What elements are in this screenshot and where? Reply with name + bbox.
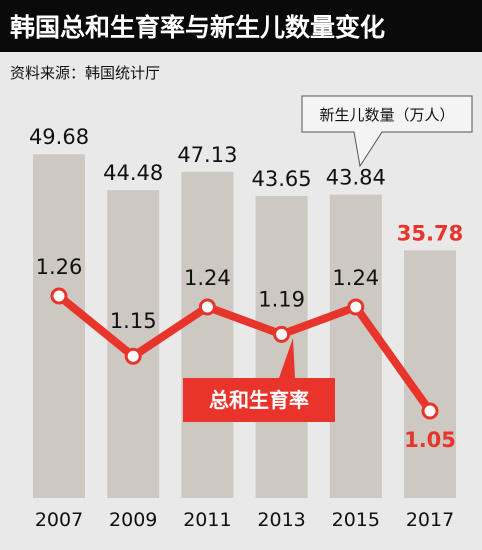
bar-value-label: 44.48 [103,161,163,185]
chart-title: 韩国总和生育率与新生儿数量变化 [0,0,482,52]
line-point [50,287,68,305]
bar-2015 [329,194,382,498]
line-point [421,402,439,420]
x-axis: 2007 2009 2011 2013 2015 2017 [35,509,454,531]
x-tick-label: 2011 [183,509,231,531]
line-value-label: 1.24 [184,266,231,290]
bar-labels-layer: 49.68 44.48 47.13 43.65 43.84 35.78 [29,125,463,245]
bar-legend-callout: 新生儿数量（万人） [301,95,473,168]
line-point [124,347,142,365]
source-note: 资料来源：韩国统计厅 [10,64,161,82]
line-legend-box [183,338,335,422]
line-point [198,298,216,316]
bar-legend-label: 新生儿数量（万人） [319,106,454,124]
line-point [347,298,365,316]
line-value-label: 1.05 [404,428,456,452]
bar-value-label: 49.68 [29,125,89,149]
bar-value-label: 47.13 [177,143,237,167]
bar-2013 [255,195,308,498]
line-legend: 总和生育率 [183,338,335,422]
line-legend-label: 总和生育率 [209,388,309,412]
x-tick-label: 2009 [109,509,157,531]
bar-value-label: 35.78 [397,221,463,245]
line-value-label: 1.19 [258,287,305,311]
bar-2017 [404,250,456,498]
line-point [273,325,291,343]
line-value-label: 1.15 [110,309,157,333]
bar-2011 [181,171,234,498]
x-tick-label: 2007 [35,509,83,531]
x-tick-label: 2013 [257,509,305,531]
x-tick-label: 2015 [332,509,380,531]
line-layer: 1.26 1.15 1.24 1.19 1.24 1.05 [36,255,456,452]
bar-value-label: 43.84 [326,166,386,190]
line-value-label: 1.24 [332,266,379,290]
line-value-label: 1.26 [36,255,83,279]
fertility-rate-line [56,292,434,414]
bar-value-label: 43.65 [252,167,312,191]
bar-2007 [33,154,85,498]
x-tick-label: 2017 [406,509,454,531]
callout-bubble [301,95,473,168]
